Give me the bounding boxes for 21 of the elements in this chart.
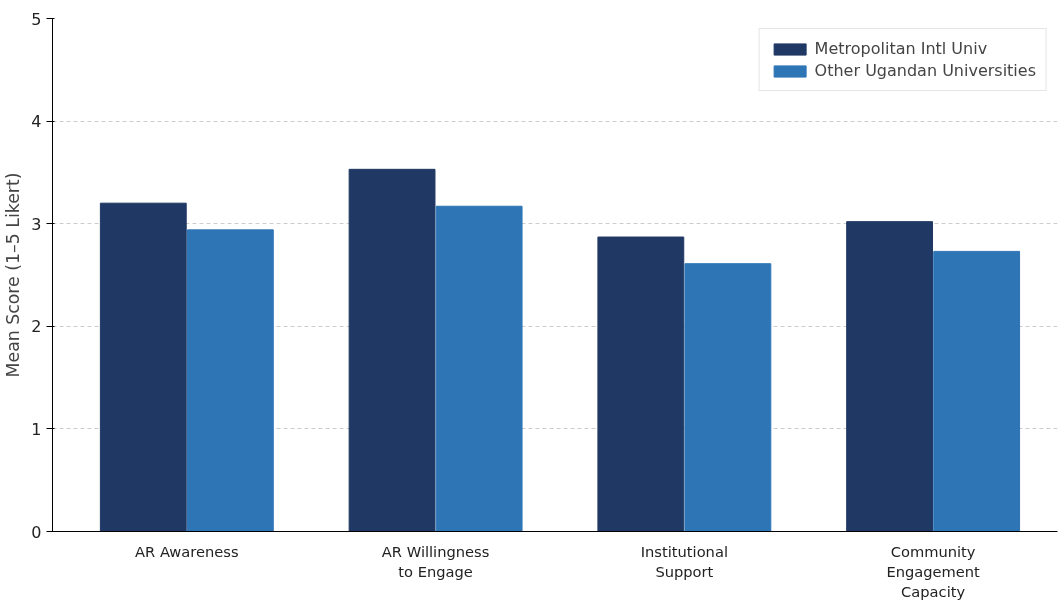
bar — [846, 221, 933, 532]
bar — [435, 205, 523, 532]
x-tick-label: Institutional Support — [640, 542, 728, 580]
x-tick-label: Community Engagement Capacity — [886, 542, 981, 601]
y-tick-label: 4 — [31, 112, 42, 132]
bar — [933, 250, 1021, 532]
bar — [99, 202, 187, 532]
y-tick-label: 2 — [31, 317, 42, 337]
bar — [348, 168, 436, 532]
legend-label: Metropolitan Intl Univ — [814, 39, 988, 58]
bar — [597, 236, 685, 532]
bar — [186, 229, 274, 532]
bar — [684, 263, 772, 532]
y-tick-label: 1 — [31, 419, 42, 439]
y-tick-label: 0 — [31, 522, 42, 542]
y-tick-label: 3 — [31, 214, 42, 234]
y-tick-label: 5 — [31, 9, 42, 29]
x-tick-label: AR Willingness to Engage — [381, 542, 490, 580]
x-tick-label: AR Awareness — [135, 542, 239, 560]
y-axis-title: Mean Score (1–5 Likert) — [3, 172, 24, 378]
legend-label: Other Ugandan Universities — [814, 61, 1036, 80]
